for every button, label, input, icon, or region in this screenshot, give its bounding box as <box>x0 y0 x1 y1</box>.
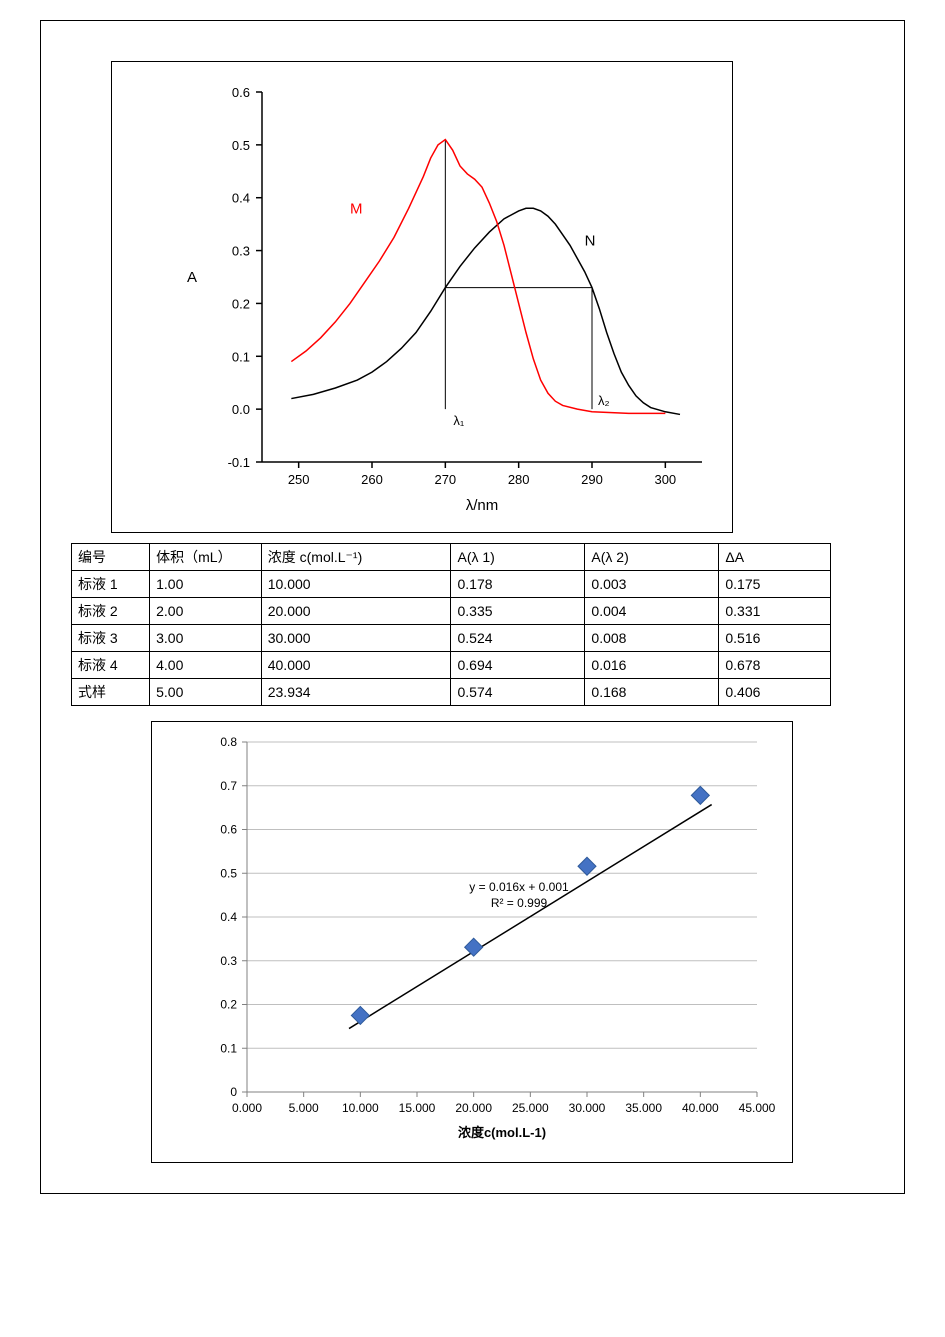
table-cell: 0.175 <box>719 571 831 598</box>
calibration-chart: 0.000 5.000 10.000 15.000 20.000 25.000 30.000… <box>151 721 793 1163</box>
svg-text:20.000: 20.000 <box>455 1101 492 1115</box>
table-cell: 0.331 <box>719 598 831 625</box>
table-cell: 4.00 <box>150 652 262 679</box>
table-row: 标液 44.0040.0000.6940.0160.678 <box>72 652 831 679</box>
table-row: 标液 33.0030.0000.5240.0080.516 <box>72 625 831 652</box>
table-cell: 10.000 <box>261 571 451 598</box>
table-cell: 标液 2 <box>72 598 150 625</box>
svg-text:0.2: 0.2 <box>232 296 250 311</box>
table-cell: 0.003 <box>585 571 719 598</box>
svg-text:0.3: 0.3 <box>220 954 237 968</box>
table-row: 式样5.0023.9340.5740.1680.406 <box>72 679 831 706</box>
calibration-svg: 0.000 5.000 10.000 15.000 20.000 25.000 30.000… <box>152 722 792 1162</box>
svg-text:10.000: 10.000 <box>342 1101 379 1115</box>
svg-text:0.4: 0.4 <box>232 191 250 206</box>
svg-text:λ₁: λ₁ <box>453 413 465 428</box>
svg-text:280: 280 <box>508 472 530 487</box>
svg-text:M: M <box>350 201 363 218</box>
svg-text:0.000: 0.000 <box>232 1101 262 1115</box>
table-row: 标液 11.0010.0000.1780.0030.175 <box>72 571 831 598</box>
page-container: 250 260 270 280 290 300 -0.1 0.0 0.1 0.2 0.3 0.4 0.5… <box>40 20 905 1194</box>
table-cell: 标液 1 <box>72 571 150 598</box>
svg-text:0: 0 <box>230 1085 237 1099</box>
table-cell: 40.000 <box>261 652 451 679</box>
table-cell: 0.406 <box>719 679 831 706</box>
svg-text:0.3: 0.3 <box>232 244 250 259</box>
svg-text:40.000: 40.000 <box>682 1101 719 1115</box>
table-cell: 0.335 <box>451 598 585 625</box>
table-cell: 标液 4 <box>72 652 150 679</box>
table-cell: 0.524 <box>451 625 585 652</box>
table-cell: 式样 <box>72 679 150 706</box>
table-cell: 0.694 <box>451 652 585 679</box>
table-header-cell: A(λ 2) <box>585 544 719 571</box>
table-cell: 0.016 <box>585 652 719 679</box>
table-cell: 2.00 <box>150 598 262 625</box>
svg-text:A: A <box>187 269 197 286</box>
svg-text:0.6: 0.6 <box>232 85 250 100</box>
table-header-cell: 编号 <box>72 544 150 571</box>
svg-text:0.8: 0.8 <box>220 735 237 749</box>
table-cell: 3.00 <box>150 625 262 652</box>
svg-text:λ/nm: λ/nm <box>466 497 499 514</box>
svg-text:0.2: 0.2 <box>220 998 237 1012</box>
svg-text:0.4: 0.4 <box>220 910 237 924</box>
svg-text:260: 260 <box>361 472 383 487</box>
table-header-row: 编号体积（mL）浓度 c(mol.L⁻¹)A(λ 1)A(λ 2)ΔA <box>72 544 831 571</box>
svg-text:0.5: 0.5 <box>220 866 237 880</box>
spectrum-svg: 250 260 270 280 290 300 -0.1 0.0 0.1 0.2 0.3 0.4 0.5… <box>112 62 732 532</box>
svg-text:300: 300 <box>654 472 676 487</box>
svg-text:N: N <box>585 232 596 249</box>
svg-text:30.000: 30.000 <box>569 1101 606 1115</box>
svg-text:270: 270 <box>434 472 456 487</box>
svg-text:R² = 0.999: R² = 0.999 <box>491 896 548 910</box>
svg-text:-0.1: -0.1 <box>228 455 250 470</box>
svg-text:15.000: 15.000 <box>399 1101 436 1115</box>
svg-text:y = 0.016x + 0.001: y = 0.016x + 0.001 <box>469 880 569 894</box>
svg-text:0.5: 0.5 <box>232 138 250 153</box>
table-header-cell: A(λ 1) <box>451 544 585 571</box>
table-row: 标液 22.0020.0000.3350.0040.331 <box>72 598 831 625</box>
table-cell: 5.00 <box>150 679 262 706</box>
table-header-cell: 浓度 c(mol.L⁻¹) <box>261 544 451 571</box>
svg-text:45.000: 45.000 <box>739 1101 776 1115</box>
svg-text:浓度c(mol.L-1): 浓度c(mol.L-1) <box>458 1125 546 1140</box>
table-cell: 0.678 <box>719 652 831 679</box>
table-cell: 0.178 <box>451 571 585 598</box>
svg-text:5.000: 5.000 <box>289 1101 319 1115</box>
svg-text:290: 290 <box>581 472 603 487</box>
table-cell: 1.00 <box>150 571 262 598</box>
table-cell: 23.934 <box>261 679 451 706</box>
table-cell: 0.008 <box>585 625 719 652</box>
svg-text:0.6: 0.6 <box>220 823 237 837</box>
svg-text:35.000: 35.000 <box>625 1101 662 1115</box>
svg-text:0.7: 0.7 <box>220 779 237 793</box>
table-header-cell: 体积（mL） <box>150 544 262 571</box>
svg-text:λ₂: λ₂ <box>598 393 610 408</box>
spectrum-chart: 250 260 270 280 290 300 -0.1 0.0 0.1 0.2 0.3 0.4 0.5… <box>111 61 733 533</box>
svg-text:250: 250 <box>288 472 310 487</box>
table-cell: 标液 3 <box>72 625 150 652</box>
svg-text:25.000: 25.000 <box>512 1101 549 1115</box>
table-cell: 0.516 <box>719 625 831 652</box>
svg-text:0.1: 0.1 <box>232 349 250 364</box>
svg-text:0.1: 0.1 <box>220 1041 237 1055</box>
data-table: 编号体积（mL）浓度 c(mol.L⁻¹)A(λ 1)A(λ 2)ΔA标液 11… <box>71 543 831 706</box>
table-cell: 20.000 <box>261 598 451 625</box>
table-cell: 30.000 <box>261 625 451 652</box>
table-cell: 0.168 <box>585 679 719 706</box>
table-header-cell: ΔA <box>719 544 831 571</box>
table-cell: 0.004 <box>585 598 719 625</box>
svg-text:0.0: 0.0 <box>232 402 250 417</box>
table-cell: 0.574 <box>451 679 585 706</box>
